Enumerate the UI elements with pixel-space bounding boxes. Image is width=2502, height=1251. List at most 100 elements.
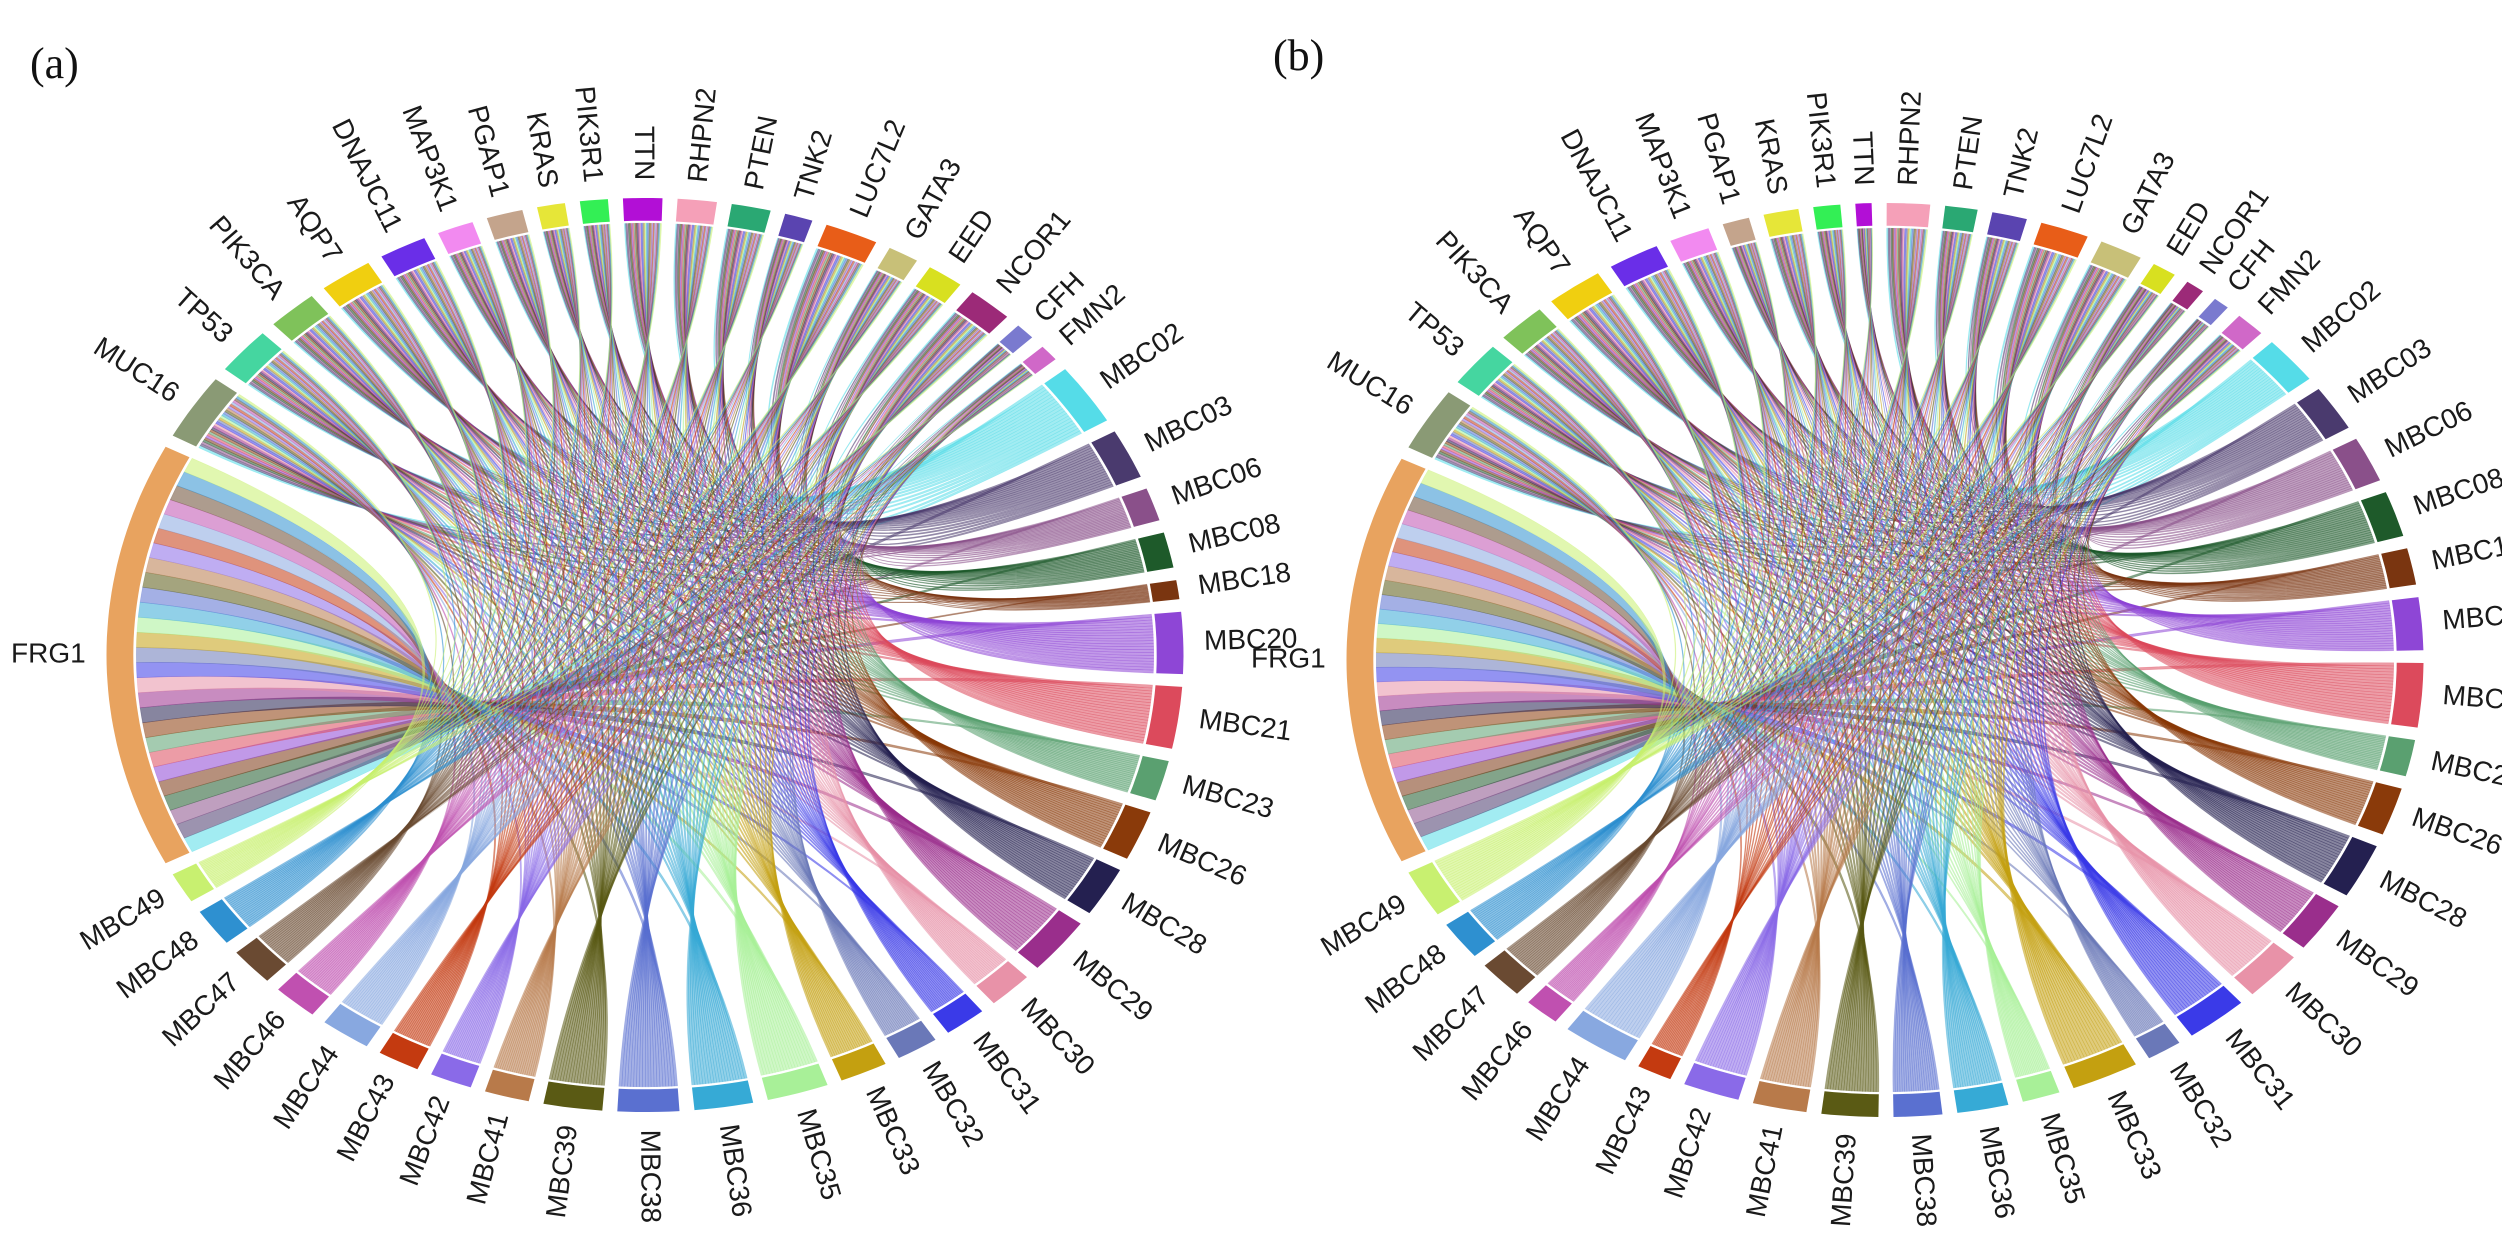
ribbon-kras-mbc18 xyxy=(546,230,1149,601)
segment-mbc18 xyxy=(2381,548,2417,589)
ribbon-ncor1-mbc47 xyxy=(1509,310,2185,954)
ribbon-tnk2-mbc42 xyxy=(453,242,798,1057)
ribbon-cfh-mbc20 xyxy=(853,345,1154,671)
ribbon-gata3-mbc39 xyxy=(1835,274,2117,1091)
ribbon-eed-mbc26 xyxy=(2052,288,2360,819)
ribbon-dnajc11-mbc38 xyxy=(1652,274,1929,1091)
ribbon-gata3-mbc30 xyxy=(785,274,984,980)
ribbon-cfh-mbc43 xyxy=(1652,324,2208,1046)
ribbon-tp53-mbc32 xyxy=(1496,379,2161,1025)
ribbon-map3k1-mbc41 xyxy=(1706,254,1826,1086)
ribbon-gata3-mbc43 xyxy=(400,279,898,1036)
ribbon-pik3ca-mbc35 xyxy=(313,326,810,1065)
segment-mbc49 xyxy=(1408,862,1460,915)
ribbon-ttn-mbc32 xyxy=(1864,228,2150,1031)
segment-mbc46 xyxy=(1528,985,1572,1022)
ribbon-cfh-mbc46 xyxy=(299,352,1010,974)
ribbon-pik3ca-mbc31 xyxy=(1538,341,2216,991)
ribbon-aqp7-mbc48 xyxy=(242,285,487,922)
segment-mbc33 xyxy=(831,1043,886,1081)
ribbon-fmn2-mbc21 xyxy=(2087,338,2390,725)
ribbon-cfh-mbc32 xyxy=(789,348,1005,1036)
ribbon-muc16-mbc42 xyxy=(1461,417,1780,1076)
ribbon-luc7l2-mbc26 xyxy=(777,252,1109,838)
ribbon-tp53-mbc43 xyxy=(274,356,509,1046)
segment-tp53 xyxy=(224,333,282,384)
ribbon-aqp7-mbc33 xyxy=(1591,305,2111,1049)
ribbon-pik3r1-mbc29 xyxy=(592,225,1040,931)
ribbon-gata3-mbc36 xyxy=(1942,273,2114,1088)
ribbon-rhpn2-mbc46 xyxy=(1557,228,1924,993)
ribbon-cfh-mbc31 xyxy=(2036,321,2204,1014)
ribbon-cfh-mbc39 xyxy=(551,350,1008,1081)
ribbon-gata3-mbc41 xyxy=(501,278,896,1071)
segment-mbc42 xyxy=(1684,1063,1746,1100)
ribbon-tnk2-mbc47 xyxy=(266,243,802,947)
ribbon-ncor1-mbc03 xyxy=(2057,302,2321,523)
ribbon-dnajc11-mbc31 xyxy=(1644,278,2211,994)
ribbon-fmn2-mbc31 xyxy=(2042,341,2231,1016)
segment-mbc29 xyxy=(2282,894,2339,948)
ribbon-tnk2-mbc46 xyxy=(307,243,801,980)
ribbon-fmn2-mbc28 xyxy=(2076,339,2324,883)
ribbon-cfh-mbc41 xyxy=(1762,324,2207,1080)
segment-rhpn2 xyxy=(675,198,717,225)
ribbon-aqp7-mbc44 xyxy=(371,287,511,1021)
ribbon-rhpn2-mbc43 xyxy=(407,225,707,1039)
segment-mbc35 xyxy=(761,1063,828,1100)
segment-dnajc11 xyxy=(1610,246,1668,287)
segment-gata3 xyxy=(2090,241,2141,278)
ribbon-pik3r1-mbc35 xyxy=(1831,230,2035,1074)
ribbon-pgap1-mbc18 xyxy=(500,240,1149,601)
ribbon-rhpn2-mbc29 xyxy=(1900,228,2297,917)
ribbon-fmn2-mbc02 xyxy=(846,363,1083,530)
segment-rhpn2 xyxy=(1886,203,1931,228)
ribbon-ncor1-mbc20 xyxy=(2068,303,2394,647)
ribbon-fmn2-mbc48 xyxy=(1470,349,2241,913)
ribbon-pik3ca-mbc39 xyxy=(1546,336,1872,1092)
ribbon-rhpn2-mbc38 xyxy=(1898,228,1915,1092)
ribbon-map3k1-mbc47 xyxy=(1525,252,1771,968)
ribbon-ttn-mbc43 xyxy=(409,223,655,1040)
ribbon-aqp7-mbc41 xyxy=(1599,300,1821,1087)
segment-label-ttn: TTN xyxy=(629,126,660,181)
ribbon-dnajc11-mbc08 xyxy=(399,275,1139,573)
ribbon-ncor1-mbc23 xyxy=(2067,304,2379,767)
ribbon-dnajc11-mbc42 xyxy=(1657,272,1795,1073)
ribbon-pik3ca-mbc35 xyxy=(1542,338,2046,1071)
ribbon-pten-mbc31 xyxy=(1942,232,2195,1005)
ribbon-tp53-mbc49 xyxy=(213,350,449,886)
ribbon-dnajc11-mbc35 xyxy=(1649,276,2042,1072)
ribbon-muc16-mbc42 xyxy=(227,405,527,1064)
ribbon-cfh-mbc46 xyxy=(1548,325,2208,986)
segment-mbc03 xyxy=(2297,389,2349,440)
ribbon-fmn2-mbc02 xyxy=(2067,334,2287,514)
ribbon-eed-mbc36 xyxy=(1943,291,2152,1088)
ribbon-kras-mbc39 xyxy=(560,228,610,1084)
ribbon-map3k1-mbc42 xyxy=(1708,254,1804,1072)
ribbon-pik3ca-mbc46 xyxy=(1552,331,1724,1000)
segment-kras xyxy=(1763,208,1803,237)
ribbon-rhpn2-mbc49 xyxy=(205,226,714,875)
ribbon-tp53-mbc03 xyxy=(248,381,1094,539)
ribbon-map3k1-mbc31 xyxy=(463,250,955,1000)
ribbon-ttn-mbc23 xyxy=(633,223,1135,777)
ribbon-gata3-mbc48 xyxy=(1475,278,2126,919)
ribbon-cfh-mbc49 xyxy=(1435,326,2210,866)
ribbon-kras-mbc28 xyxy=(551,230,1084,878)
ribbon-pten-mbc49 xyxy=(1443,234,1973,878)
segment-ttn xyxy=(1855,203,1873,227)
segment-mbc18 xyxy=(1149,580,1180,602)
segment-mbc41 xyxy=(485,1069,535,1102)
ribbon-pik3r1-mbc46 xyxy=(1560,229,1846,994)
ribbon-kras-mbc49 xyxy=(1448,233,1817,886)
ribbon-luc7l2-mbc38 xyxy=(1902,254,2063,1092)
ribbon-map3k1-mbc43 xyxy=(416,247,549,1043)
segment-mbc21 xyxy=(1145,685,1183,749)
ribbon-rhpn2-mbc44 xyxy=(1605,229,1923,1024)
segment-mbc03 xyxy=(1091,431,1141,486)
ribbon-gata3-mbc03 xyxy=(799,270,1110,535)
ribbon-pik3ca-mbc49 xyxy=(212,315,464,885)
ribbon-tnk2-mbc48 xyxy=(1477,242,2019,922)
segment-mbc48 xyxy=(1446,911,1496,956)
